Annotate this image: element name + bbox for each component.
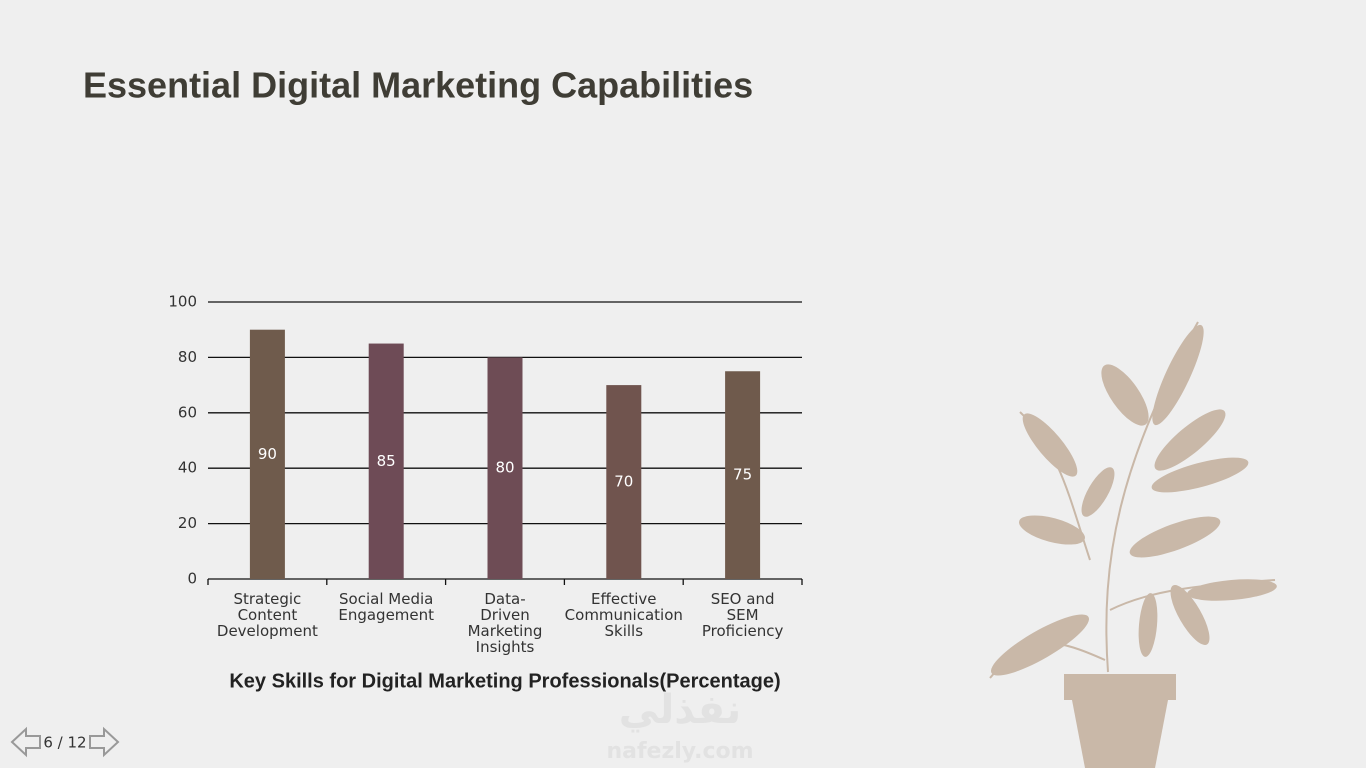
y-tick-label: 80 [178,348,197,366]
y-tick-label: 0 [187,570,197,588]
y-tick-label: 20 [178,514,197,532]
x-tick-label-box: SEO and SEM Proficiency [683,591,802,639]
x-tick-label-box: Data-Driven Marketing Insights [446,591,565,655]
y-tick-label: 40 [178,459,197,477]
bar [725,371,761,579]
plant-illustration [989,321,1277,768]
prev-button[interactable] [10,726,41,758]
x-tick-label-box: Social Media Engagement [327,591,446,623]
y-tick-label: 100 [168,293,197,311]
watermark: نفذلي nafezly.com [606,687,753,764]
watermark-latin: nafezly.com [606,739,753,764]
x-tick-label: SEO and SEM Proficiency [701,590,784,640]
x-tick-label-box: Effective Communication Skills [564,591,683,639]
x-tick-label: Data-Driven Marketing Insights [467,590,543,656]
bar [249,329,285,579]
x-tick-label: Strategic Content Development [216,590,318,640]
bar [368,343,404,579]
x-tick-label: Effective Communication Skills [564,590,683,640]
slide-title: Essential Digital Marketing Capabilities [83,65,753,106]
value-label: 85 [377,452,396,470]
value-label: 75 [733,466,752,484]
value-label: 80 [495,459,514,477]
page-indicator: 6 / 12 [43,734,86,752]
bar [487,357,523,579]
navigation: 6 / 12 [10,726,120,758]
watermark-arabic: نفذلي [619,687,741,733]
bar [606,385,642,579]
next-button[interactable] [89,726,120,758]
y-tick-label: 60 [178,403,197,421]
value-label: 70 [614,473,633,491]
value-label: 90 [258,445,277,463]
chart-title: Key Skills for Digital Marketing Profess… [229,670,780,692]
x-tick-label: Social Media Engagement [338,590,435,624]
x-tick-label-box: Strategic Content Development [208,591,327,639]
